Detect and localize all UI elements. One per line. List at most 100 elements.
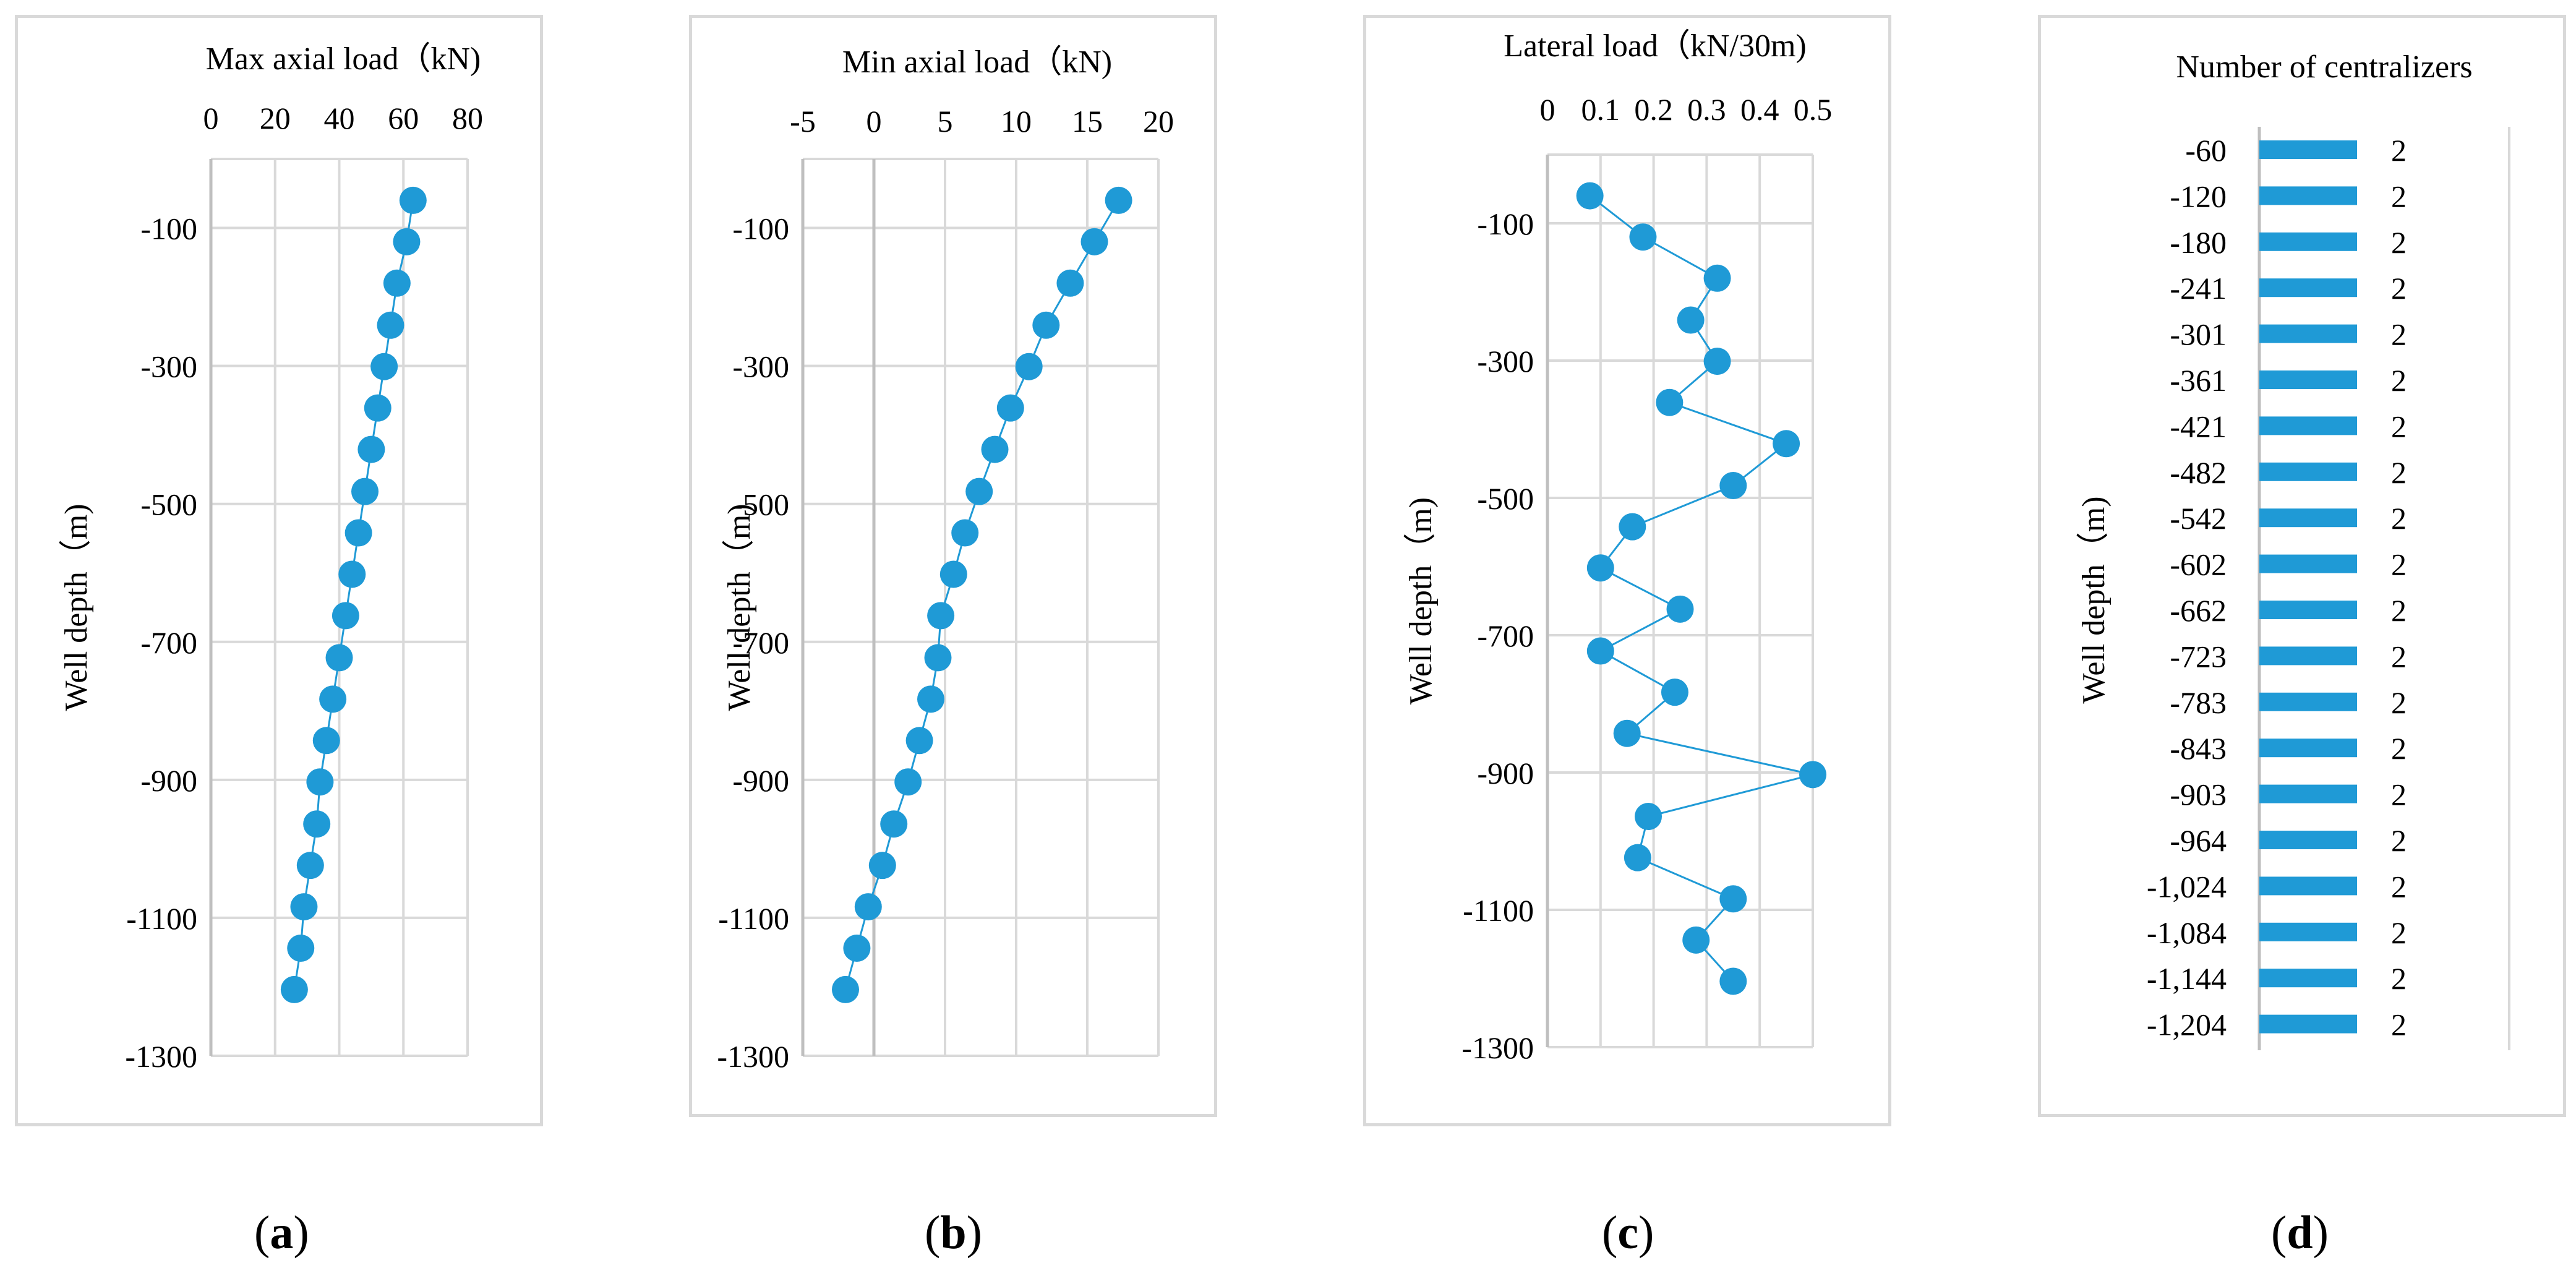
chart2-data-point (905, 727, 933, 755)
chart2-data-point (924, 644, 952, 672)
chart4-bar (2259, 922, 2357, 941)
chart4-bar (2259, 416, 2357, 435)
chart3-x-tick-label: 0.3 (1687, 92, 1726, 127)
chart3-y-tick-label: -1300 (1461, 1030, 1534, 1065)
chart1-data-point (399, 186, 427, 214)
chart3-data-point (1703, 348, 1731, 375)
chart2-x-tick-label: 10 (1001, 104, 1032, 139)
chart4-bar (2259, 831, 2357, 849)
chart4-category-label: -542 (2170, 501, 2227, 536)
chart3-data-point (1586, 554, 1614, 582)
chart1-data-point (290, 893, 318, 921)
chart2-data-point (917, 685, 944, 713)
chart3-data-point (1613, 719, 1641, 747)
chart3-x-tick-label: 0.5 (1794, 92, 1833, 127)
chart2-data-point (996, 394, 1024, 422)
chart3-y-tick-label: -500 (1477, 481, 1534, 516)
chart3-data-point (1799, 761, 1826, 789)
chart2-data-point (939, 560, 967, 588)
chart2-x-tick-label: 0 (867, 104, 882, 139)
chart-panel-c (1363, 15, 1891, 1126)
chart4-category-label: -301 (2170, 317, 2227, 352)
chart1-data-point (325, 644, 353, 672)
chart1-x-tick-label: 60 (388, 101, 419, 135)
chart1-data-point (303, 810, 331, 838)
chart4-bar (2259, 370, 2357, 389)
chart1-data-point (287, 935, 315, 962)
chart4-bar (2259, 462, 2357, 481)
chart4-category-label: -180 (2170, 225, 2227, 260)
sub-label-c-close: ) (1638, 1207, 1654, 1259)
chart4-value-label: 2 (2391, 363, 2407, 398)
chart2-data-point (1105, 186, 1132, 214)
chart3-y-tick-label: -900 (1477, 756, 1534, 790)
chart2-y-tick-label: -300 (732, 349, 789, 384)
chart4-category-label: -662 (2170, 593, 2227, 628)
chart4-value-label: 2 (2391, 823, 2407, 858)
chart3-x-tick-label: 0.1 (1581, 92, 1620, 127)
chart3-data-point (1682, 926, 1710, 954)
chart3-data-point (1773, 430, 1800, 458)
sub-label-b: (b) (925, 1206, 982, 1260)
chart3-data-point (1677, 306, 1705, 334)
chart4-bar (2259, 1014, 2357, 1034)
chart3-data-point (1586, 637, 1614, 665)
chart3-data-point (1656, 388, 1684, 416)
chart4-value-label: 2 (2391, 225, 2407, 260)
chart1-x-tick-label: 40 (324, 101, 355, 135)
chart4-bar (2259, 739, 2357, 758)
chart4-category-label: -843 (2170, 731, 2227, 766)
chart4-category-label: -1,084 (2147, 915, 2227, 950)
chart2-y-tick-label: -100 (732, 212, 789, 246)
chart2-y-tick-label: -700 (732, 625, 789, 660)
chart3-x-tick-label: 0.4 (1740, 92, 1779, 127)
chart4-category-label: -60 (2185, 133, 2227, 168)
chart4-category-label: -421 (2170, 409, 2227, 443)
chart4-bar (2259, 784, 2357, 803)
chart4-value-label: 2 (2391, 133, 2407, 168)
chart3-data-point (1635, 803, 1662, 831)
chart4-category-label: -241 (2170, 271, 2227, 306)
sub-label-d-open: ( (2271, 1207, 2287, 1259)
chart4-category-label: -1,024 (2147, 869, 2227, 904)
chart4-bar (2259, 186, 2357, 205)
chart3-data-point (1661, 679, 1688, 706)
sub-label-c-open: ( (1602, 1207, 1618, 1259)
chart4-bar (2259, 554, 2357, 573)
chart1-data-point (383, 269, 411, 297)
chart1-data-point (370, 353, 398, 380)
sub-label-c: (c) (1602, 1206, 1654, 1260)
chart3-data-point (1703, 264, 1731, 292)
chart4-value-label: 2 (2391, 685, 2407, 720)
chart2-title: Min axial load（kN) (842, 45, 1112, 80)
chart1-data-point (338, 560, 366, 588)
chart2-data-point (1015, 353, 1043, 380)
chart4-value-label: 2 (2391, 317, 2407, 352)
chart2-data-point (1080, 228, 1108, 255)
chart3-data-point (1719, 472, 1747, 500)
sub-label-b-open: ( (925, 1207, 941, 1259)
chart4-bar (2259, 140, 2357, 159)
chart3-x-tick-label: 0 (1540, 92, 1555, 127)
chart2-y-tick-label: -1100 (718, 901, 789, 936)
chart2-data-point (927, 602, 955, 630)
chart4-value-label: 2 (2391, 409, 2407, 443)
chart1-data-point (306, 768, 334, 796)
chart4-bar (2259, 646, 2357, 666)
chart1-y-tick-label: -500 (140, 487, 197, 522)
chart4-bar (2259, 876, 2357, 896)
chart3-data-point (1666, 595, 1694, 623)
chart1-y-tick-label: -1300 (125, 1039, 197, 1074)
chart1-data-point (344, 519, 372, 547)
chart-panel-a (15, 15, 543, 1126)
sub-label-b-letter: b (940, 1207, 967, 1259)
chart4-value-label: 2 (2391, 501, 2407, 536)
chart1-ylabel: Well depth（m) (59, 503, 94, 711)
chart4-value-label: 2 (2391, 547, 2407, 582)
chart1-data-point (351, 477, 379, 505)
chart4-category-label: -602 (2170, 547, 2227, 582)
chart1-y-tick-label: -300 (140, 349, 197, 384)
chart4-category-label: -482 (2170, 455, 2227, 490)
sub-label-a-close: ) (293, 1207, 309, 1259)
chart4-title: Number of centralizers (2176, 49, 2472, 85)
